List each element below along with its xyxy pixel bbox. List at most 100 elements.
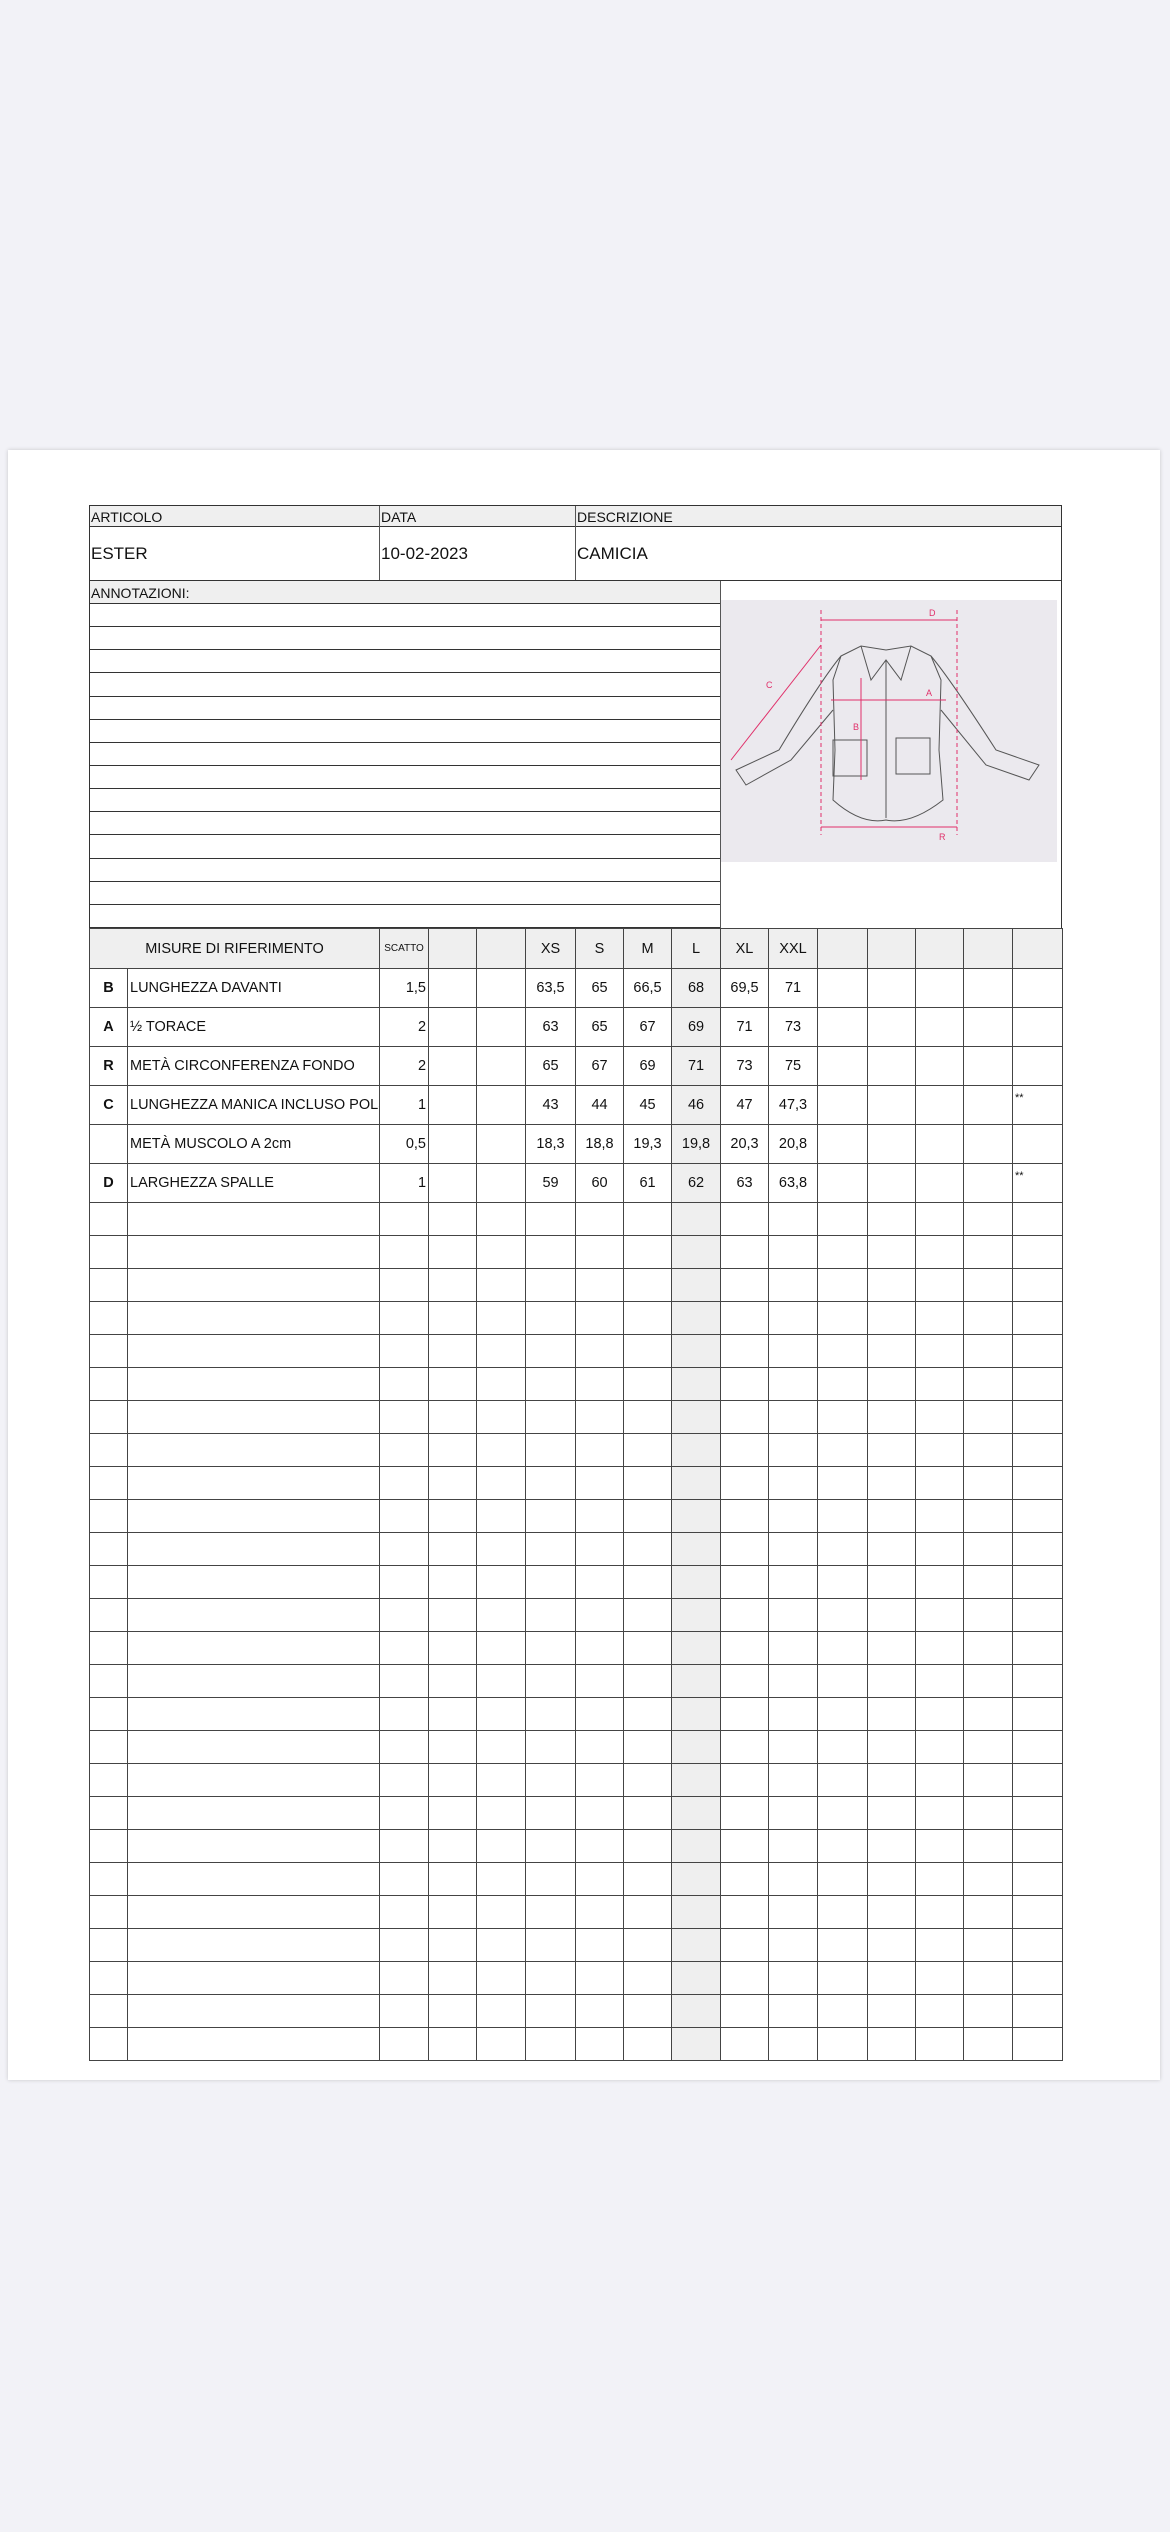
empty-cell [671,1928,722,1962]
empty-cell [915,1163,965,1203]
empty-cell [575,1961,625,1995]
empty-cell [768,1433,819,1467]
empty-cell [768,1598,819,1632]
empty-cell [379,1829,430,1863]
empty-cell [379,1796,430,1830]
empty-table-row [89,1400,1064,1434]
empty-cell [126,1730,381,1764]
empty-cell [428,1730,478,1764]
annotation-line[interactable] [90,835,721,859]
annotation-line[interactable] [90,789,721,813]
empty-cell [89,1565,128,1599]
size-value-s: 67 [575,1046,625,1086]
annotation-line[interactable] [90,882,721,905]
annotation-line[interactable] [90,650,721,674]
empty-cell [720,1367,770,1401]
empty-cell [671,1961,722,1995]
annotation-line[interactable] [90,673,721,697]
annotation-line[interactable] [90,859,721,882]
empty-cell [1012,2027,1064,2061]
empty-cell [379,1598,430,1632]
empty-cell [915,1730,965,1764]
size-value-s: 44 [575,1085,625,1125]
empty-cell [963,1301,1014,1335]
empty-cell [126,1301,381,1335]
empty-cell [671,1433,722,1467]
empty-cell [623,1895,673,1929]
empty-cell [768,1796,819,1830]
empty-cell [379,2027,430,2061]
empty-cell [379,1202,430,1236]
annotation-line[interactable] [90,604,721,628]
size-value-xxl: 47,3 [768,1085,819,1125]
empty-cell [575,2027,625,2061]
empty-cell [768,1334,819,1368]
empty-cell [867,1730,917,1764]
empty-cell [428,1367,478,1401]
empty-cell [525,2027,577,2061]
empty-cell [867,1895,917,1929]
scatto-value: 2 [379,1046,430,1086]
empty-cell [1012,1829,1064,1863]
empty-cell [476,1961,527,1995]
empty-cell [671,1631,722,1665]
articolo-label: ARTICOLO [91,509,163,525]
empty-cell [817,1994,869,2028]
size-value-m: 61 [623,1163,673,1203]
empty-cell [126,1796,381,1830]
empty-cell [915,1400,965,1434]
empty-cell [720,1268,770,1302]
annotation-line[interactable] [90,905,721,928]
empty-cell [379,1895,430,1929]
empty-cell [476,1763,527,1797]
annotation-line[interactable] [90,627,721,651]
annotation-line[interactable] [90,812,721,836]
empty-cell [817,1796,869,1830]
empty-cell [1012,1334,1064,1368]
empty-cell [623,1400,673,1434]
empty-cell [768,1730,819,1764]
annotation-line[interactable] [90,697,721,720]
empty-cell [428,1163,478,1203]
empty-cell [768,2027,819,2061]
empty-cell [428,1433,478,1467]
empty-cell [915,1994,965,2028]
empty-cell [720,1730,770,1764]
empty-cell [89,1400,128,1434]
annotations-label: ANNOTAZIONI: [90,581,721,604]
annotation-line[interactable] [90,743,721,766]
empty-cell [963,1862,1014,1896]
empty-cell [817,1664,869,1698]
empty-cell [428,1085,478,1125]
empty-cell [867,1763,917,1797]
empty-cell [476,1928,527,1962]
empty-cell [915,1202,965,1236]
scatto-value: 2 [379,1007,430,1047]
empty-cell [89,1631,128,1665]
empty-cell [126,1268,381,1302]
empty-table-row [89,1367,1064,1401]
empty-cell [671,1796,722,1830]
measure-name: LUNGHEZZA MANICA INCLUSO POLS [126,1085,381,1125]
empty-cell [671,1466,722,1500]
empty-cell [963,1631,1014,1665]
annotation-line[interactable] [90,720,721,743]
empty-cell [817,1697,869,1731]
empty-cell [915,1598,965,1632]
empty-cell [1012,1400,1064,1434]
empty-cell [623,1367,673,1401]
empty-cell [126,1829,381,1863]
empty-cell [768,1862,819,1896]
empty-table-row [89,1499,1064,1533]
empty-cell [768,1499,819,1533]
empty-cell [476,1829,527,1863]
annotation-line[interactable] [90,766,721,790]
empty-cell [379,1763,430,1797]
empty-cell [915,1928,965,1962]
empty-cell [428,1301,478,1335]
empty-cell [126,1664,381,1698]
empty-cell [963,2027,1014,2061]
empty-cell [915,1697,965,1731]
empty-cell [89,1334,128,1368]
empty-cell [575,1532,625,1566]
